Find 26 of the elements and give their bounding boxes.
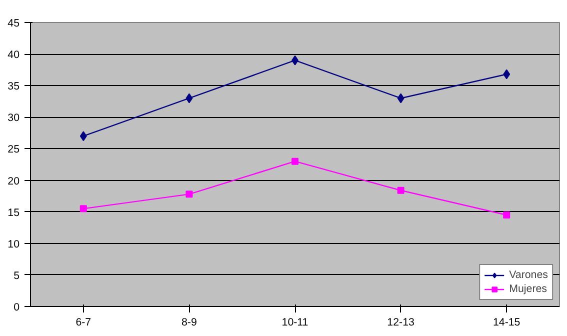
x-tick-label: 8-9 xyxy=(182,316,197,328)
point xyxy=(186,190,193,198)
point xyxy=(503,69,510,80)
y-tick-label: 30 xyxy=(8,112,20,124)
point xyxy=(80,205,87,212)
point xyxy=(186,93,193,104)
y-tick-label: 25 xyxy=(8,144,20,156)
legend-label: Varones xyxy=(509,269,548,281)
x-tick-label: 6-7 xyxy=(76,316,92,328)
point xyxy=(503,211,510,218)
y-tick-label: 5 xyxy=(14,270,20,282)
x-tick-label: 14-15 xyxy=(492,316,520,328)
y-tick-label: 15 xyxy=(8,206,20,219)
y-tick-label: 40 xyxy=(8,49,20,62)
point xyxy=(397,186,404,194)
y-tick-label: 0 xyxy=(14,302,20,314)
y-tick-label: 45 xyxy=(8,18,20,30)
legend-label: Mujeres xyxy=(509,283,547,295)
point xyxy=(80,131,87,142)
y-tick-label: 35 xyxy=(8,80,20,93)
x-tick-label: 12-13 xyxy=(387,316,414,328)
y-tick-label: 20 xyxy=(8,175,20,188)
point xyxy=(397,93,404,104)
point xyxy=(292,158,298,165)
x-tick-label: 10-11 xyxy=(282,316,308,328)
y-tick-label: 10 xyxy=(8,238,20,250)
